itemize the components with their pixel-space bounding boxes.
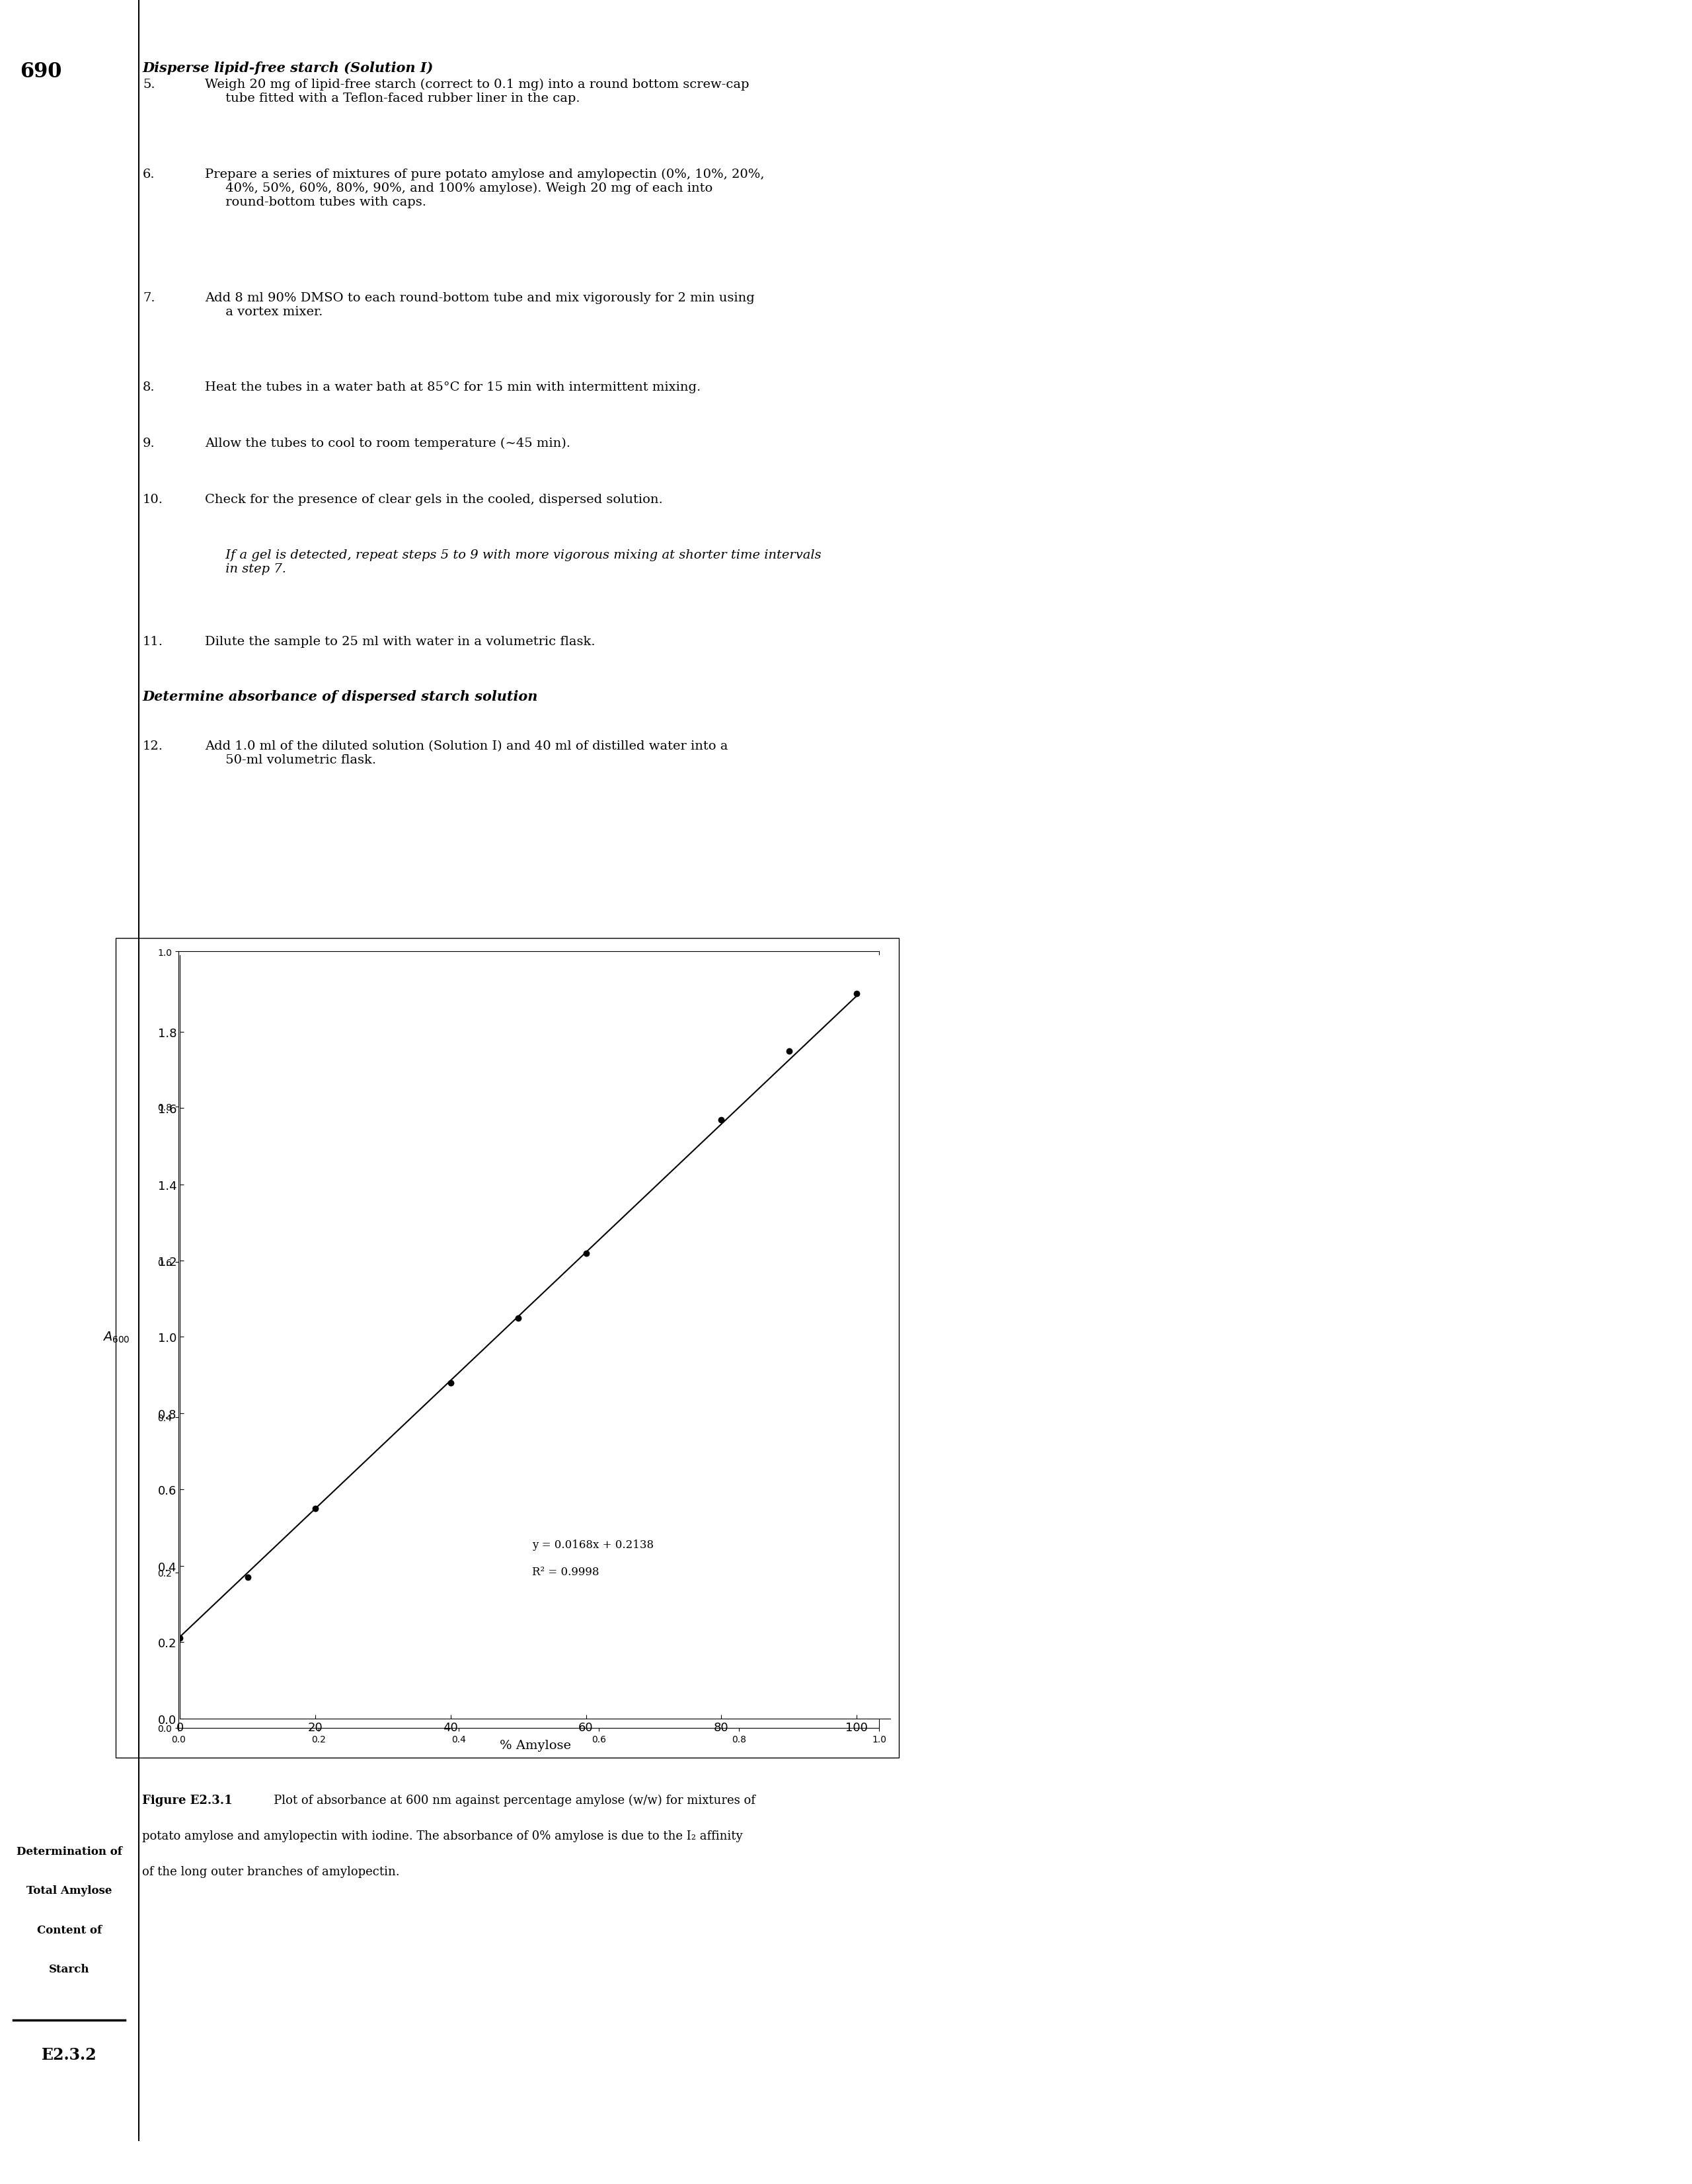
Point bbox=[166, 1621, 193, 1655]
Point bbox=[707, 1103, 734, 1138]
Text: 8.: 8. bbox=[142, 382, 156, 393]
Text: y = 0.0168x + 0.2138: y = 0.0168x + 0.2138 bbox=[531, 1540, 653, 1551]
Text: Starch: Starch bbox=[49, 1963, 90, 1974]
Text: 12.: 12. bbox=[142, 740, 162, 751]
Text: Check for the presence of clear gels in the cooled, dispersed solution.: Check for the presence of clear gels in … bbox=[205, 494, 663, 505]
Text: Total Amylose: Total Amylose bbox=[27, 1885, 112, 1896]
Text: Figure E2.3.1: Figure E2.3.1 bbox=[142, 1793, 232, 1806]
Text: 5.: 5. bbox=[142, 79, 156, 90]
Text: 10.: 10. bbox=[142, 494, 162, 505]
Text: Allow the tubes to cool to room temperature (∼45 min).: Allow the tubes to cool to room temperat… bbox=[205, 437, 570, 450]
Text: of the long outer branches of amylopectin.: of the long outer branches of amylopecti… bbox=[142, 1865, 399, 1876]
Y-axis label: $A_{600}$: $A_{600}$ bbox=[102, 1330, 130, 1343]
Text: If a gel is detected, repeat steps 5 to 9 with more vigorous mixing at shorter t: If a gel is detected, repeat steps 5 to … bbox=[205, 548, 821, 574]
Point bbox=[843, 976, 870, 1011]
Text: Prepare a series of mixtures of pure potato amylose and amylopectin (0%, 10%, 20: Prepare a series of mixtures of pure pot… bbox=[205, 168, 765, 207]
Text: Add 1.0 ml of the diluted solution (Solution I) and 40 ml of distilled water int: Add 1.0 ml of the diluted solution (Solu… bbox=[205, 740, 728, 767]
Point bbox=[504, 1302, 531, 1337]
Point bbox=[572, 1236, 599, 1271]
Text: 7.: 7. bbox=[142, 293, 156, 304]
Point bbox=[301, 1492, 328, 1527]
Text: Dilute the sample to 25 ml with water in a volumetric flask.: Dilute the sample to 25 ml with water in… bbox=[205, 636, 596, 646]
Bar bbox=[115, 939, 898, 1758]
Point bbox=[775, 1033, 802, 1068]
Text: R² = 0.9998: R² = 0.9998 bbox=[531, 1566, 599, 1577]
Text: 11.: 11. bbox=[142, 636, 162, 646]
Point bbox=[233, 1559, 261, 1594]
Text: Content of: Content of bbox=[37, 1924, 102, 1935]
Text: 690: 690 bbox=[20, 61, 61, 81]
Text: potato amylose and amylopectin with iodine. The absorbance of 0% amylose is due : potato amylose and amylopectin with iodi… bbox=[142, 1830, 743, 1841]
Text: Plot of absorbance at 600 nm against percentage amylose (w/w) for mixtures of: Plot of absorbance at 600 nm against per… bbox=[262, 1793, 755, 1806]
X-axis label: % Amylose: % Amylose bbox=[499, 1738, 570, 1752]
Point bbox=[437, 1365, 464, 1400]
Text: 9.: 9. bbox=[142, 437, 156, 450]
Text: Weigh 20 mg of lipid-free starch (correct to 0.1 mg) into a round bottom screw-c: Weigh 20 mg of lipid-free starch (correc… bbox=[205, 79, 750, 105]
Text: Disperse lipid-free starch (Solution I): Disperse lipid-free starch (Solution I) bbox=[142, 61, 433, 74]
Text: Add 8 ml 90% DMSO to each round-bottom tube and mix vigorously for 2 min using
 : Add 8 ml 90% DMSO to each round-bottom t… bbox=[205, 293, 755, 317]
Text: Determine absorbance of dispersed starch solution: Determine absorbance of dispersed starch… bbox=[142, 690, 538, 703]
Text: Heat the tubes in a water bath at 85°C for 15 min with intermittent mixing.: Heat the tubes in a water bath at 85°C f… bbox=[205, 382, 700, 393]
Text: Determination of: Determination of bbox=[17, 1845, 122, 1856]
Text: E2.3.2: E2.3.2 bbox=[42, 2046, 96, 2062]
Text: 6.: 6. bbox=[142, 168, 156, 181]
